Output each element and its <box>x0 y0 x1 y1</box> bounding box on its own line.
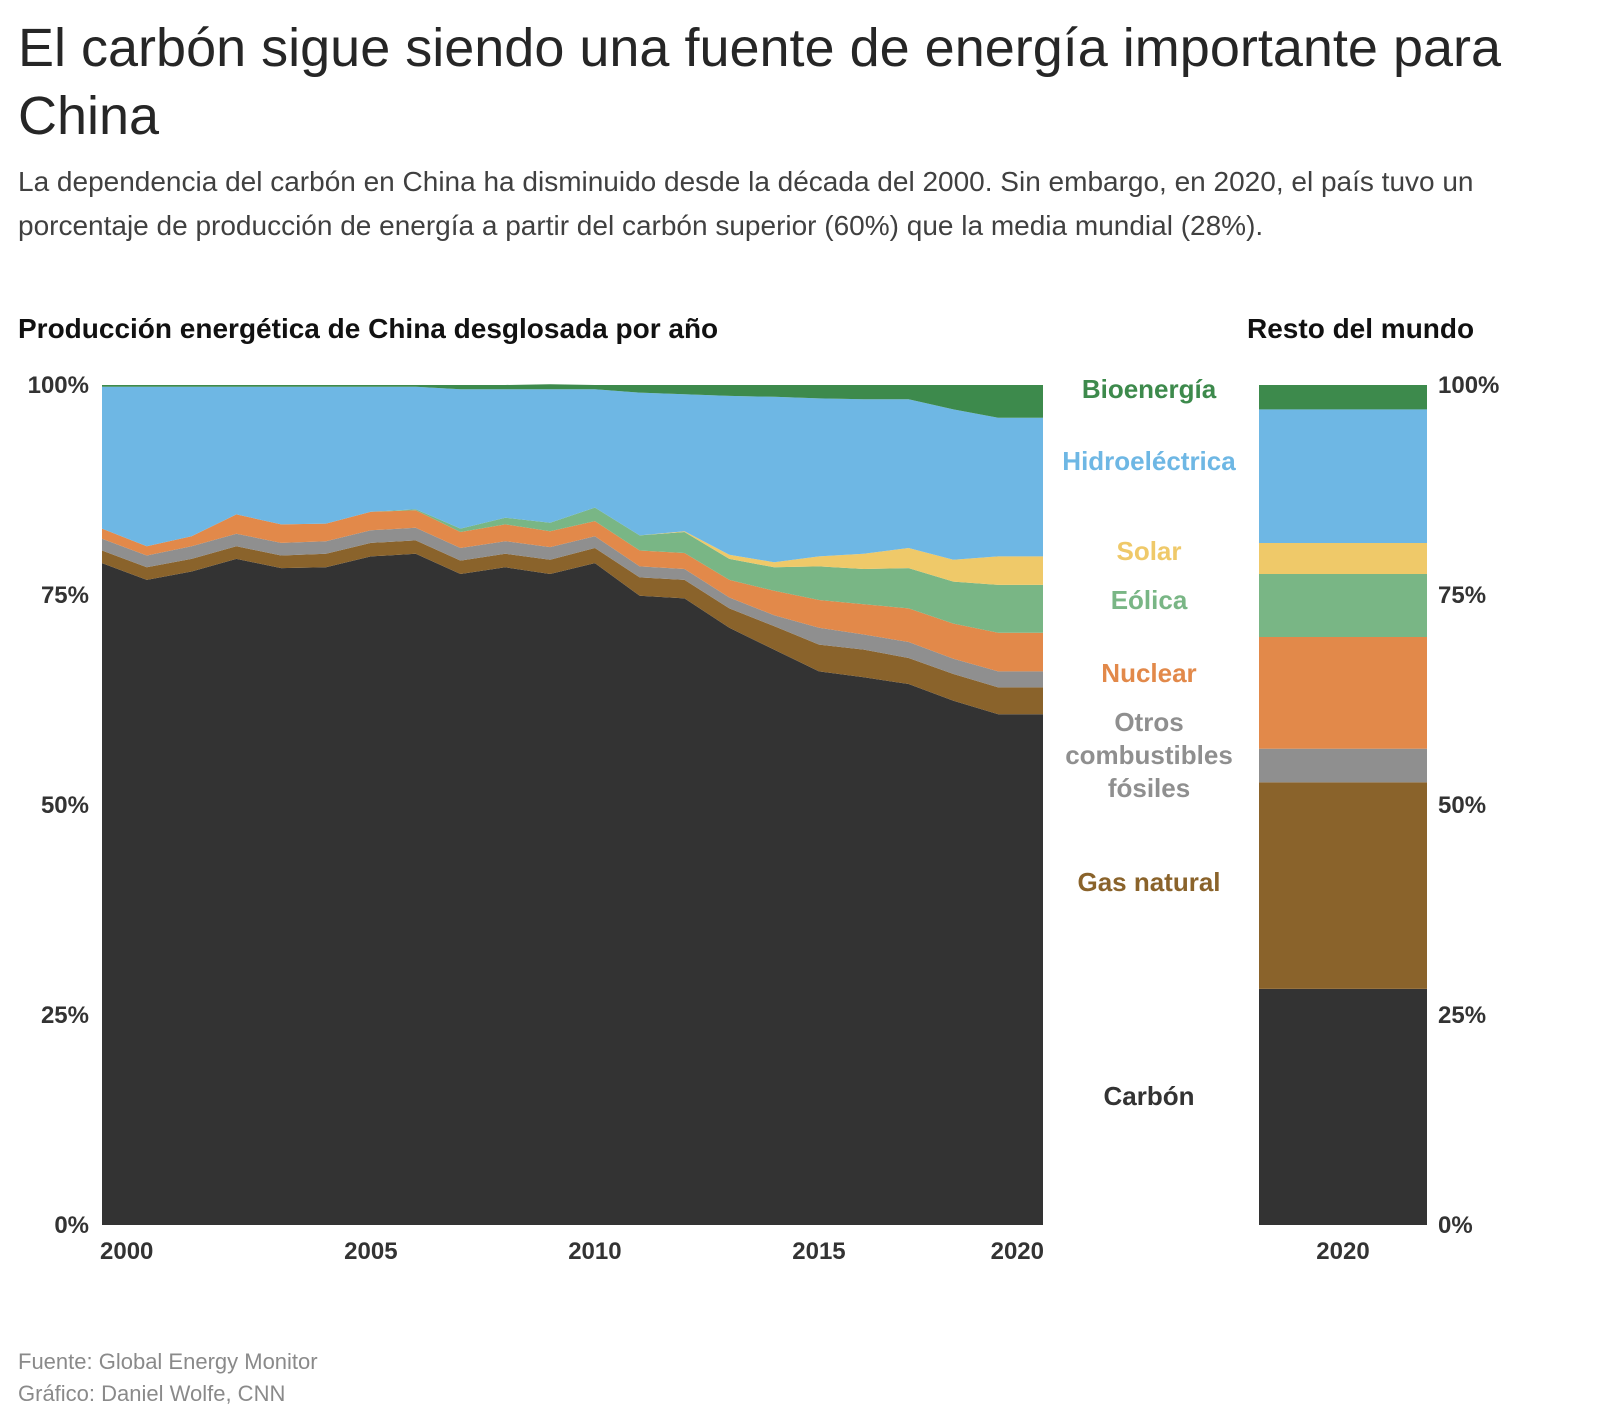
world-stacked-bar <box>1259 385 1427 1225</box>
world-y-axis: 0% 25% 50% 75% 100% <box>1438 372 1499 1239</box>
y-tick-label: 0% <box>54 1212 89 1239</box>
bar-segment-hidroelectrica <box>1259 409 1427 543</box>
world-panel-title: Resto del mundo <box>1247 313 1475 344</box>
legend-hidroelectrica: Hidroeléctrica <box>1062 446 1236 476</box>
x-tick-label: 2005 <box>344 1238 397 1265</box>
y-tick-label: 50% <box>41 792 89 819</box>
world-x-tick-label: 2020 <box>1316 1238 1369 1265</box>
bar-segment-gas-natural <box>1259 782 1427 989</box>
bar-segment-bioenergia <box>1259 385 1427 410</box>
area-otros-combustibles-fosiles <box>102 527 1043 688</box>
source-note: Fuente: Global Energy Monitor <box>18 1349 318 1374</box>
legend-nuclear: Nuclear <box>1101 658 1196 688</box>
area-hidroelectrica <box>102 386 1043 563</box>
china-panel-title: Producción energética de China desglosad… <box>18 313 719 344</box>
x-tick-label: 2015 <box>792 1238 845 1265</box>
y-tick-label: 25% <box>41 1002 89 1029</box>
world-y-tick-label: 75% <box>1438 582 1486 609</box>
legend: Bioenergía Hidroeléctrica Solar Eólica Nucle… <box>1062 374 1236 1111</box>
china-x-axis: 2000 2005 2010 2015 2020 <box>100 1238 1044 1265</box>
bar-segment-carbon <box>1259 989 1427 1225</box>
china-stacked-area-plot <box>102 384 1043 1225</box>
world-y-tick-label: 0% <box>1438 1212 1473 1239</box>
legend-bioenergia: Bioenergía <box>1082 374 1217 404</box>
bar-segment-solar <box>1259 542 1427 574</box>
x-tick-label: 2000 <box>100 1238 153 1265</box>
area-carbon <box>102 553 1043 1225</box>
area-bioenergia <box>102 384 1043 418</box>
world-y-tick-label: 100% <box>1438 372 1499 399</box>
legend-eolica: Eólica <box>1111 585 1188 615</box>
area-solar <box>102 507 1043 585</box>
area-nuclear <box>102 510 1043 672</box>
legend-gas-natural: Gas natural <box>1077 867 1220 897</box>
x-tick-label: 2010 <box>568 1238 621 1265</box>
energy-chart: 0% 25% 50% 75% 100% 2000 2005 2010 2015 2020 Bio… <box>28 372 1500 1265</box>
bar-segment-nuclear <box>1259 637 1427 749</box>
legend-solar: Solar <box>1116 536 1181 566</box>
legend-carbon: Carbón <box>1104 1081 1195 1111</box>
credit-note: Gráfico: Daniel Wolfe, CNN <box>18 1381 286 1406</box>
chart-title: El carbón sigue siendo una fuente de ene… <box>18 18 1502 146</box>
chart-subtitle: La dependencia del carbón en China ha di… <box>18 166 1474 241</box>
legend-otros-combustibles-fosiles: Otros combustibles fósiles <box>1065 707 1233 803</box>
area-gas-natural <box>102 540 1043 715</box>
world-y-tick-label: 25% <box>1438 1002 1486 1029</box>
bar-segment-eolica <box>1259 574 1427 637</box>
world-x-axis: 2020 <box>1316 1238 1369 1265</box>
bar-segment-otros-combustibles-fosiles <box>1259 748 1427 783</box>
world-y-tick-label: 50% <box>1438 792 1486 819</box>
y-tick-label: 75% <box>41 582 89 609</box>
area-eolica <box>102 507 1043 633</box>
footer: Fuente: Global Energy Monitor Gráfico: D… <box>18 1346 318 1410</box>
y-tick-label: 100% <box>28 372 89 399</box>
china-y-axis: 0% 25% 50% 75% 100% <box>28 372 89 1239</box>
x-tick-label: 2020 <box>991 1238 1044 1265</box>
